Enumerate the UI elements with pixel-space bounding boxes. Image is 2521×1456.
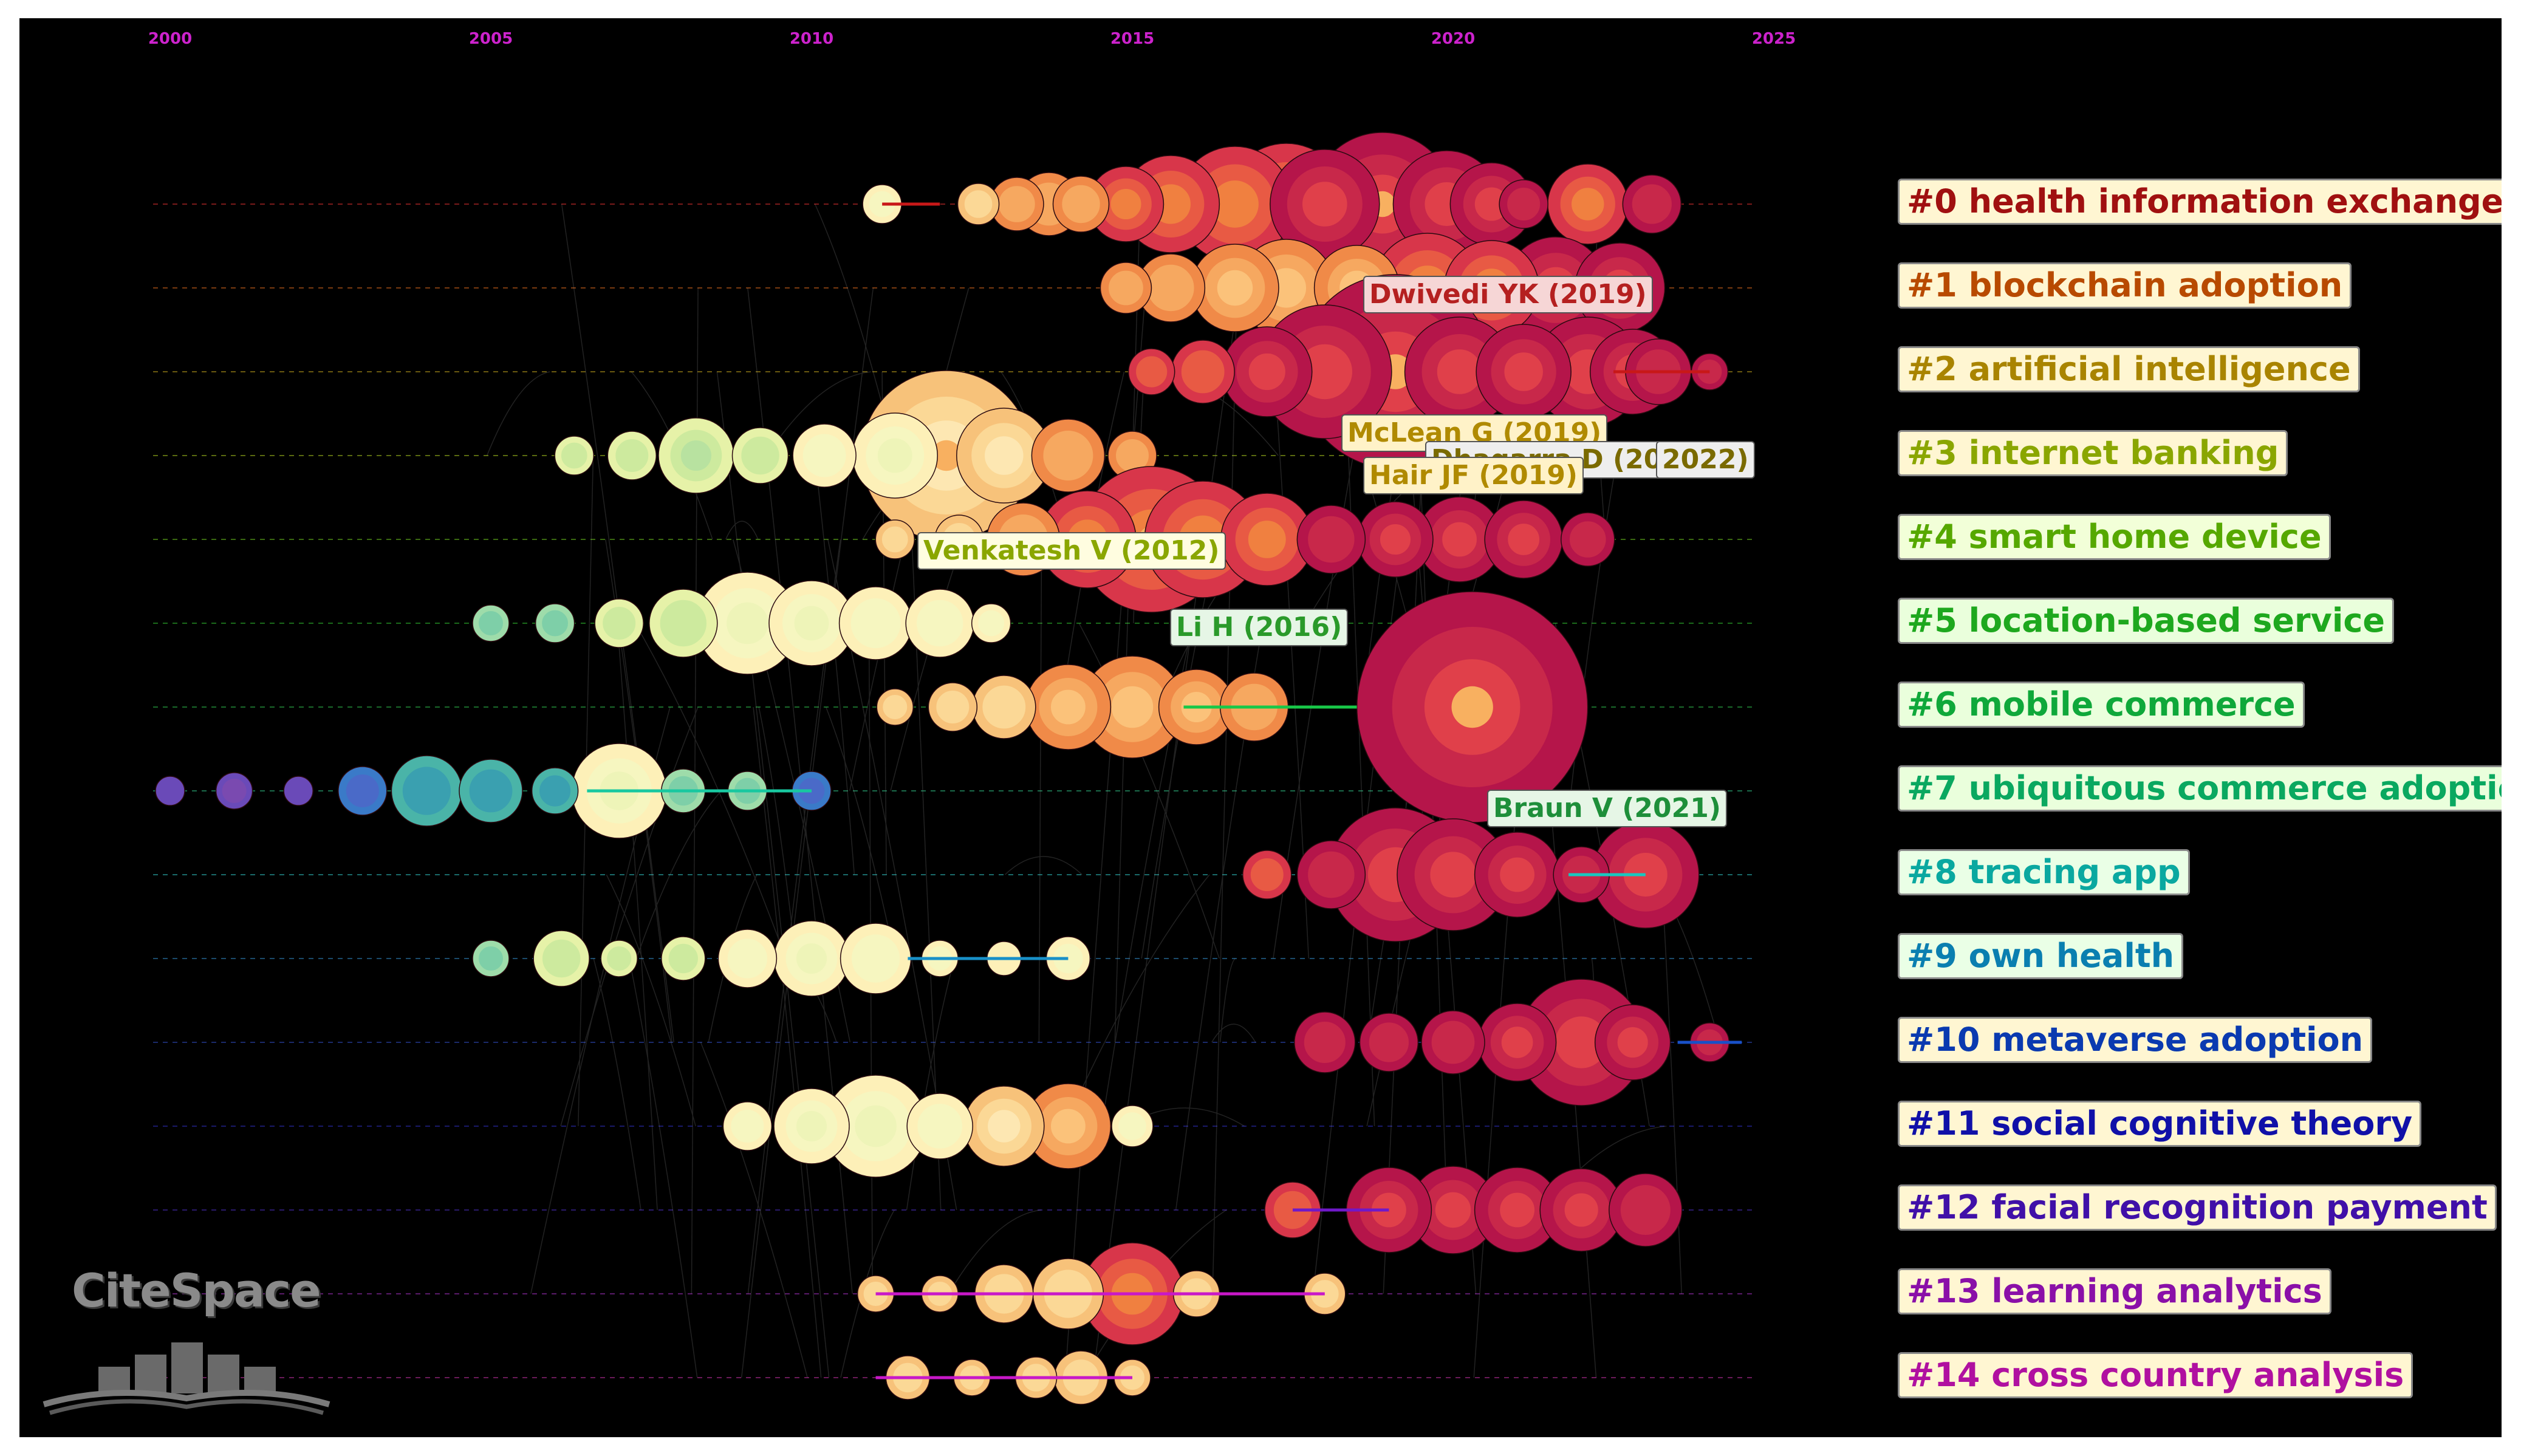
node-label-0[interactable]: Dwivedi YK (2019)	[1363, 276, 1653, 313]
cluster-label-3[interactable]: #3 internet banking	[1898, 430, 2288, 476]
node-label-7[interactable]: Braun V (2021)	[1487, 790, 1727, 827]
cluster-label-13[interactable]: #13 learning analytics	[1898, 1268, 2331, 1314]
cluster-label-14[interactable]: #14 cross country analysis	[1898, 1352, 2413, 1398]
citation-node[interactable]	[852, 413, 937, 498]
citation-node[interactable]	[972, 604, 1011, 643]
citation-node[interactable]	[1222, 327, 1312, 417]
citation-node[interactable]	[595, 599, 643, 648]
citation-node[interactable]	[338, 767, 387, 815]
citation-node[interactable]	[1476, 324, 1571, 419]
citation-node[interactable]	[1295, 1012, 1355, 1073]
citation-node[interactable]	[533, 931, 589, 986]
cluster-row-11	[723, 1075, 1153, 1177]
citation-node[interactable]	[1297, 505, 1365, 573]
citation-node[interactable]	[536, 604, 575, 643]
citation-node[interactable]	[649, 589, 717, 657]
citation-node[interactable]	[473, 940, 509, 977]
citation-node[interactable]	[658, 418, 734, 493]
citation-node[interactable]	[555, 436, 593, 475]
citation-node[interactable]	[1561, 513, 1615, 566]
citation-node[interactable]	[1595, 1005, 1671, 1080]
year-tick-2015: 2015	[1110, 30, 1154, 48]
citation-node[interactable]	[928, 683, 977, 731]
cluster-label-10[interactable]: #10 metaverse adoption	[1898, 1017, 2372, 1063]
citation-node[interactable]	[1609, 1174, 1682, 1246]
citation-node[interactable]	[601, 940, 637, 977]
citation-node[interactable]	[156, 776, 185, 805]
citation-node[interactable]	[774, 1089, 849, 1164]
citation-node[interactable]	[973, 675, 1036, 739]
cluster-label-4[interactable]: #4 smart home device	[1898, 514, 2331, 560]
citation-node[interactable]	[1358, 502, 1433, 577]
citation-node[interactable]	[473, 605, 509, 641]
cluster-label-2[interactable]: #2 artificial intelligence	[1898, 346, 2360, 392]
node-label-4[interactable]: Hair JF (2019)	[1363, 457, 1584, 494]
citation-node[interactable]	[733, 428, 788, 484]
year-tick-2005: 2005	[469, 30, 513, 48]
citation-node[interactable]	[1025, 665, 1110, 750]
citation-node[interactable]	[1499, 180, 1548, 228]
year-tick-2010: 2010	[790, 30, 833, 48]
citation-node[interactable]	[774, 921, 849, 996]
citation-node[interactable]	[1100, 262, 1151, 313]
cluster-label-5[interactable]: #5 location-based service	[1898, 598, 2394, 644]
year-tick-2020: 2020	[1431, 30, 1475, 48]
citation-node[interactable]	[964, 1086, 1044, 1166]
cluster-row-10	[1295, 979, 1729, 1106]
citation-node[interactable]	[907, 1093, 973, 1159]
citation-node[interactable]	[1548, 164, 1628, 244]
citation-node[interactable]	[459, 759, 522, 822]
cluster-label-0[interactable]: #0 health information exchange	[1898, 179, 2502, 225]
citation-node[interactable]	[1623, 175, 1681, 233]
citation-node[interactable]	[958, 183, 999, 225]
citation-node[interactable]	[840, 587, 912, 660]
citation-node[interactable]	[607, 431, 656, 480]
citation-node[interactable]	[391, 756, 462, 826]
citation-node[interactable]	[1475, 832, 1560, 917]
node-label-6[interactable]: Li H (2016)	[1170, 609, 1348, 646]
citation-node[interactable]	[906, 589, 974, 657]
cluster-label-1[interactable]: #1 blockchain adoption	[1898, 262, 2352, 309]
citation-node[interactable]	[875, 520, 914, 559]
citation-node[interactable]	[1421, 1011, 1485, 1074]
citation-node[interactable]	[1479, 1003, 1556, 1081]
citation-node[interactable]	[1112, 1106, 1153, 1147]
book-icon	[32, 1263, 335, 1421]
citespace-logo: CiteSpace	[32, 1263, 335, 1421]
cluster-label-6[interactable]: #6 mobile commerce	[1898, 682, 2305, 728]
cluster-row-5	[473, 572, 1011, 674]
citation-node[interactable]	[532, 768, 578, 814]
citation-node[interactable]	[1031, 419, 1104, 492]
timeline-canvas: 2000 2005 2010 2015 2020 2025 #0 health infor…	[19, 18, 2502, 1437]
year-tick-2025: 2025	[1752, 30, 1796, 48]
citation-node[interactable]	[1129, 349, 1175, 395]
citation-node[interactable]	[793, 424, 856, 487]
citation-node[interactable]	[1171, 340, 1234, 403]
citation-node[interactable]	[1297, 841, 1365, 909]
cluster-label-9[interactable]: #9 own health	[1898, 933, 2183, 979]
citation-node[interactable]	[1053, 176, 1109, 232]
cluster-label-7[interactable]: #7 ubiquitous commerce adoption	[1898, 765, 2502, 812]
cluster-label-11[interactable]: #11 social cognitive theory	[1898, 1101, 2421, 1147]
cluster-label-12[interactable]: #12 facial recognition payment	[1898, 1184, 2497, 1231]
citation-node[interactable]	[1360, 1013, 1418, 1071]
citation-node[interactable]	[1243, 850, 1291, 899]
citation-node[interactable]	[1357, 592, 1588, 822]
citation-node[interactable]	[877, 689, 913, 725]
citation-node[interactable]	[216, 773, 253, 809]
cluster-label-8[interactable]: #8 tracing app	[1898, 849, 2190, 895]
citation-node[interactable]	[723, 1102, 771, 1150]
node-label-3[interactable]: 2022)	[1656, 441, 1755, 479]
citation-node[interactable]	[841, 923, 911, 994]
citation-node[interactable]	[718, 929, 776, 988]
year-tick-2000: 2000	[148, 30, 192, 48]
node-label-5[interactable]: Venkatesh V (2012)	[917, 532, 1226, 570]
citation-node[interactable]	[662, 937, 705, 980]
citation-node[interactable]	[284, 776, 313, 805]
citation-node[interactable]	[1485, 501, 1562, 578]
